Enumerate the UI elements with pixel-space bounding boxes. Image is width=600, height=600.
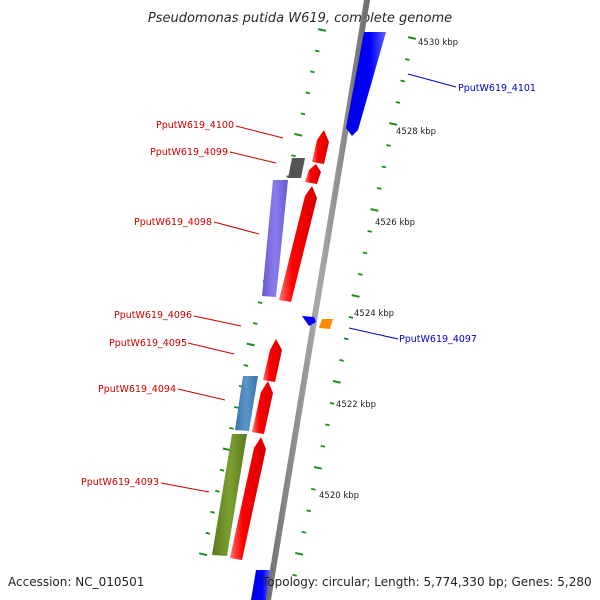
outer-tick xyxy=(348,316,354,319)
leader-line-4096 xyxy=(193,315,242,327)
outer-tick xyxy=(339,359,344,362)
outer-tick xyxy=(395,101,401,104)
topology-label: Topology: circular; Length: 5,774,330 bp… xyxy=(262,575,592,589)
gene-arrow-4098[interactable] xyxy=(279,186,317,302)
outer-tick xyxy=(313,466,323,470)
leader-line-4097 xyxy=(348,327,399,340)
outer-tick xyxy=(301,531,307,534)
inner-tick xyxy=(252,322,258,325)
inner-tick xyxy=(257,301,263,304)
leader-line-4095 xyxy=(187,342,235,355)
gene-label-4093[interactable]: PputW619_4093 xyxy=(81,477,159,488)
kbp-label-4520: 4520 kbp xyxy=(319,491,359,501)
leader-line-4099 xyxy=(229,151,277,164)
outer-tick xyxy=(329,402,335,405)
outer-tick xyxy=(400,79,406,83)
kbp-label-4530: 4530 kbp xyxy=(418,38,458,48)
inner-tick xyxy=(243,364,249,367)
outer-tick xyxy=(367,230,373,233)
kbp-label-4522: 4522 kbp xyxy=(336,400,376,410)
leader-line-4098 xyxy=(213,221,260,235)
outer-tick xyxy=(370,208,379,212)
leader-line-4100 xyxy=(235,125,284,139)
inner-tick xyxy=(219,468,225,472)
outer-tick-track xyxy=(292,36,417,577)
outer-tick xyxy=(351,294,360,298)
inner-tick xyxy=(214,489,220,493)
outer-tick xyxy=(343,337,349,341)
gene-label-4094[interactable]: PputW619_4094 xyxy=(98,384,176,395)
gene-arrow-4095[interactable] xyxy=(263,339,282,382)
inner-tick xyxy=(310,70,315,74)
outer-tick xyxy=(404,58,410,61)
outer-tick xyxy=(292,573,297,577)
genome-backbone xyxy=(265,0,370,600)
inner-tick xyxy=(229,427,234,430)
kbp-label-4526: 4526 kbp xyxy=(375,218,415,228)
kbp-label-4524: 4524 kbp xyxy=(354,309,394,319)
gene-label-4098[interactable]: PputW619_4098 xyxy=(134,217,212,228)
outer-tick xyxy=(357,273,363,276)
outer-tick xyxy=(295,552,304,556)
leader-line-4093 xyxy=(160,482,210,493)
gene-label-4100[interactable]: PputW619_4100 xyxy=(156,120,234,131)
kbp-label-4528: 4528 kbp xyxy=(396,127,436,137)
gene-label-4099[interactable]: PputW619_4099 xyxy=(150,147,228,158)
outer-tick xyxy=(311,488,316,491)
outer-tick xyxy=(381,165,387,169)
inner-tick xyxy=(198,552,208,557)
inner-tick xyxy=(314,49,320,53)
inner-tick xyxy=(291,154,296,158)
gene-label-4097[interactable]: PputW619_4097 xyxy=(399,334,477,345)
gene-block-steelblue[interactable] xyxy=(235,376,258,431)
inner-tick xyxy=(233,406,239,409)
gene-arrow-4094[interactable] xyxy=(252,381,273,434)
outer-tick xyxy=(325,423,330,427)
outer-tick xyxy=(407,36,417,40)
inner-tick xyxy=(305,91,311,95)
gene-arrow-4097-blue[interactable] xyxy=(302,316,316,326)
inner-tick xyxy=(317,28,327,32)
outer-tick xyxy=(376,187,382,190)
inner-tick xyxy=(300,112,306,116)
gene-label-4101[interactable]: PputW619_4101 xyxy=(458,83,536,94)
outer-tick xyxy=(389,122,398,126)
gene-arrow-4101[interactable] xyxy=(346,32,386,136)
gene-arrow-bottom-blue[interactable] xyxy=(251,570,270,600)
gene-label-4095[interactable]: PputW619_4095 xyxy=(109,338,187,349)
gene-block-gray[interactable] xyxy=(288,158,305,178)
gene-arrow-4100[interactable] xyxy=(312,130,329,164)
outer-tick xyxy=(320,445,326,448)
outer-tick xyxy=(386,144,391,147)
leader-line-4094 xyxy=(177,388,226,401)
map-title: Pseudomonas putida W619, complete genome xyxy=(148,11,452,26)
gene-block-orange[interactable] xyxy=(319,319,333,329)
gene-block-purple[interactable] xyxy=(262,180,288,297)
outer-tick xyxy=(332,380,341,384)
accession-label: Accession: NC_010501 xyxy=(8,575,145,589)
inner-tick xyxy=(246,342,255,347)
inner-tick xyxy=(294,132,303,137)
outer-tick xyxy=(362,251,368,255)
gene-arrow-4093[interactable] xyxy=(230,437,266,560)
gene-arrow-4099[interactable] xyxy=(305,164,321,184)
inner-tick xyxy=(205,531,211,535)
gene-block-olive[interactable] xyxy=(212,434,247,556)
gene-label-4096[interactable]: PputW619_4096 xyxy=(114,310,192,321)
outer-tick xyxy=(306,509,311,513)
leader-line-4101 xyxy=(407,73,457,88)
inner-tick xyxy=(210,510,215,514)
